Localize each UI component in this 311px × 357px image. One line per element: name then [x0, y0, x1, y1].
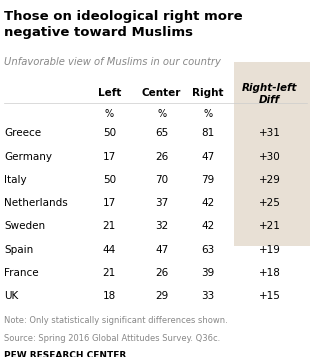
Text: 47: 47: [155, 245, 168, 255]
Text: 17: 17: [103, 152, 116, 162]
Text: 18: 18: [103, 291, 116, 301]
Text: %: %: [105, 109, 114, 119]
Text: Sweden: Sweden: [4, 221, 46, 231]
Text: 42: 42: [201, 198, 215, 208]
Text: 32: 32: [155, 221, 168, 231]
Text: 26: 26: [155, 152, 168, 162]
Text: 26: 26: [155, 268, 168, 278]
FancyBboxPatch shape: [234, 62, 310, 246]
Text: +31: +31: [258, 129, 281, 139]
Text: +15: +15: [258, 291, 281, 301]
Text: 81: 81: [201, 129, 215, 139]
Text: Greece: Greece: [4, 129, 42, 139]
Text: 33: 33: [201, 291, 215, 301]
Text: Right-left
Diff: Right-left Diff: [242, 83, 297, 105]
Text: Right: Right: [192, 87, 224, 97]
Text: 63: 63: [201, 245, 215, 255]
Text: Germany: Germany: [4, 152, 53, 162]
Text: 44: 44: [103, 245, 116, 255]
Text: UK: UK: [4, 291, 19, 301]
Text: %: %: [157, 109, 166, 119]
Text: Source: Spring 2016 Global Attitudes Survey. Q36c.: Source: Spring 2016 Global Attitudes Sur…: [4, 334, 221, 343]
Text: 50: 50: [103, 175, 116, 185]
Text: 50: 50: [103, 129, 116, 139]
Text: 39: 39: [201, 268, 215, 278]
Text: Those on ideological right more
negative toward Muslims: Those on ideological right more negative…: [4, 10, 243, 40]
Text: 70: 70: [155, 175, 168, 185]
Text: +29: +29: [258, 175, 281, 185]
Text: Center: Center: [142, 87, 181, 97]
Text: France: France: [4, 268, 39, 278]
Text: 42: 42: [201, 221, 215, 231]
Text: 79: 79: [201, 175, 215, 185]
Text: Italy: Italy: [4, 175, 27, 185]
Text: +30: +30: [259, 152, 281, 162]
Text: 37: 37: [155, 198, 168, 208]
Text: 21: 21: [103, 221, 116, 231]
Text: Left: Left: [98, 87, 121, 97]
Text: Netherlands: Netherlands: [4, 198, 68, 208]
Text: 29: 29: [155, 291, 168, 301]
Text: 21: 21: [103, 268, 116, 278]
Text: +25: +25: [258, 198, 281, 208]
Text: +19: +19: [258, 245, 281, 255]
Text: %: %: [203, 109, 212, 119]
Text: Unfavorable view of Muslims in our country: Unfavorable view of Muslims in our count…: [4, 57, 221, 67]
Text: Spain: Spain: [4, 245, 34, 255]
Text: Note: Only statistically significant differences shown.: Note: Only statistically significant dif…: [4, 316, 228, 325]
Text: 65: 65: [155, 129, 168, 139]
Text: 47: 47: [201, 152, 215, 162]
Text: 17: 17: [103, 198, 116, 208]
Text: +21: +21: [258, 221, 281, 231]
Text: +18: +18: [258, 268, 281, 278]
Text: PEW RESEARCH CENTER: PEW RESEARCH CENTER: [4, 351, 127, 357]
